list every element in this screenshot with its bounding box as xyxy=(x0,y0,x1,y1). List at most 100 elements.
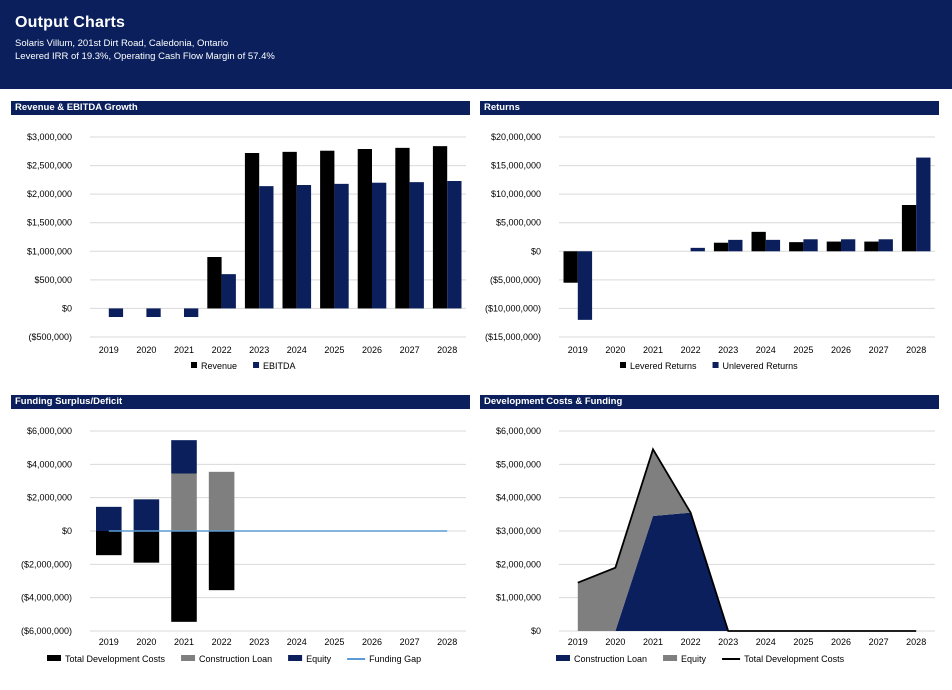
funding-bar-construction-loan xyxy=(171,473,197,531)
devcosts-xtick-label: 2024 xyxy=(756,637,776,647)
devcosts-ytick-label: $6,000,000 xyxy=(496,426,541,436)
revenue-ytick-label: $500,000 xyxy=(34,275,72,285)
returns-xtick-label: 2027 xyxy=(869,345,889,355)
funding-legend-label: Equity xyxy=(306,654,332,664)
returns-bar-levered-returns xyxy=(751,231,766,252)
funding-panel: Funding Surplus/Deficit ($6,000,000) ($4,… xyxy=(11,395,470,677)
revenue-ytick-label: $1,000,000 xyxy=(27,246,72,256)
returns-xtick-label: 2025 xyxy=(793,345,813,355)
revenue-legend-label: EBITDA xyxy=(263,361,296,371)
revenue-bar-revenue xyxy=(207,257,222,309)
devcosts-line-total-development-costs xyxy=(577,447,917,632)
revenue-bar-revenue xyxy=(244,153,260,309)
revenue-bar-revenue xyxy=(432,146,448,309)
devcosts-area-construction-loan xyxy=(577,512,917,631)
revenue-xtick-label: 2025 xyxy=(324,345,344,355)
revenue-bar-ebitda xyxy=(447,181,462,309)
returns-bar-levered-returns xyxy=(713,242,729,252)
revenue-ytick-label: $2,500,000 xyxy=(27,161,72,171)
funding-bar-total-development-costs xyxy=(208,531,235,591)
returns-bar-unlevered-returns xyxy=(803,239,818,252)
panel-title-devcosts: Development Costs & Funding xyxy=(480,395,939,409)
revenue-xtick-label: 2020 xyxy=(136,345,156,355)
funding-xtick-label: 2023 xyxy=(249,637,269,647)
funding-legend-label: Total Development Costs xyxy=(65,654,166,664)
returns-bar-unlevered-returns xyxy=(765,239,781,252)
revenue-ytick-label: ($500,000) xyxy=(28,332,72,342)
funding-bar-total-development-costs xyxy=(171,531,197,622)
funding-legend-swatch xyxy=(288,655,303,661)
funding-xtick-label: 2025 xyxy=(324,637,344,647)
returns-ytick-label: $0 xyxy=(531,246,541,256)
devcosts-panel: Development Costs & Funding $0 $1,000,000… xyxy=(480,395,939,677)
returns-bar-levered-returns xyxy=(789,242,804,252)
devcosts-xtick-label: 2026 xyxy=(831,637,851,647)
devcosts-chart: $0 $1,000,000 $2,000,000 $3,000,000 $4,000,0… xyxy=(496,426,935,664)
revenue-bar-revenue xyxy=(282,151,297,309)
returns-bar-levered-returns xyxy=(826,241,841,252)
funding-chart: ($6,000,000) ($4,000,000) ($2,000,000) $0 $2… xyxy=(21,426,466,664)
returns-ytick-label: $20,000,000 xyxy=(491,132,541,142)
devcosts-legend-label: Equity xyxy=(681,654,707,664)
funding-ytick-label: $2,000,000 xyxy=(27,493,72,503)
funding-ytick-label: ($2,000,000) xyxy=(21,559,72,569)
devcosts-legend-swatch xyxy=(556,655,570,661)
devcosts-legend-label: Total Development Costs xyxy=(744,654,845,664)
funding-legend-label: Funding Gap xyxy=(369,654,421,664)
returns-chart: ($15,000,000) ($10,000,000) ($5,000,000) $0… xyxy=(485,132,935,371)
funding-xtick-label: 2026 xyxy=(362,637,382,647)
devcosts-legend-swatch xyxy=(663,655,678,661)
revenue-xtick-label: 2023 xyxy=(249,345,269,355)
returns-ytick-label: ($10,000,000) xyxy=(485,303,541,313)
devcosts-ytick-label: $0 xyxy=(531,626,541,636)
returns-xtick-label: 2028 xyxy=(906,345,926,355)
revenue-bar-ebitda xyxy=(184,308,199,317)
revenue-xtick-label: 2026 xyxy=(362,345,382,355)
devcosts-xtick-label: 2027 xyxy=(869,637,889,647)
funding-ytick-label: $4,000,000 xyxy=(27,459,72,469)
devcosts-xtick-label: 2020 xyxy=(605,637,625,647)
revenue-bar-ebitda xyxy=(296,185,312,309)
panel-title-revenue: Revenue & EBITDA Growth xyxy=(11,101,470,115)
revenue-bar-ebitda xyxy=(372,182,387,309)
returns-xtick-label: 2026 xyxy=(831,345,851,355)
revenue-xtick-label: 2019 xyxy=(99,345,119,355)
funding-xtick-label: 2020 xyxy=(136,637,156,647)
funding-xtick-label: 2022 xyxy=(212,637,232,647)
revenue-ytick-label: $3,000,000 xyxy=(27,132,72,142)
returns-ytick-label: $15,000,000 xyxy=(491,161,541,171)
funding-bar-equity xyxy=(171,440,197,474)
revenue-ytick-label: $0 xyxy=(62,303,72,313)
devcosts-xtick-label: 2019 xyxy=(568,637,588,647)
devcosts-ytick-label: $4,000,000 xyxy=(496,493,541,503)
revenue-bar-revenue xyxy=(320,150,335,309)
returns-legend-swatch xyxy=(620,362,626,368)
funding-bar-construction-loan xyxy=(208,471,235,531)
revenue-bar-revenue xyxy=(357,149,372,309)
revenue-legend-swatch xyxy=(253,362,260,368)
devcosts-xtick-label: 2025 xyxy=(793,637,813,647)
returns-bar-unlevered-returns xyxy=(841,239,856,252)
revenue-bar-ebitda xyxy=(259,186,274,309)
returns-xtick-label: 2023 xyxy=(718,345,738,355)
revenue-legend-label: Revenue xyxy=(201,361,237,371)
funding-xtick-label: 2019 xyxy=(99,637,119,647)
returns-xtick-label: 2020 xyxy=(605,345,625,355)
returns-bar-unlevered-returns xyxy=(878,239,893,252)
panel-title-funding: Funding Surplus/Deficit xyxy=(11,395,470,409)
revenue-ytick-label: $2,000,000 xyxy=(27,189,72,199)
returns-bar-unlevered-returns xyxy=(690,247,705,252)
property-address: Solaris Villum, 201st Dirt Road, Caledon… xyxy=(15,38,229,49)
returns-ytick-label: $5,000,000 xyxy=(496,218,541,228)
devcosts-ytick-label: $1,000,000 xyxy=(496,593,541,603)
summary-metrics: Levered IRR of 19.3%, Operating Cash Flo… xyxy=(15,51,275,62)
revenue-bar-ebitda xyxy=(221,274,236,309)
revenue-ebitda-panel: Revenue & EBITDA Growth ($500,000) $0 $500… xyxy=(11,101,470,379)
funding-ytick-label: $6,000,000 xyxy=(27,426,72,436)
revenue-bar-revenue xyxy=(395,147,410,309)
revenue-xtick-label: 2024 xyxy=(287,345,307,355)
revenue-xtick-label: 2022 xyxy=(212,345,232,355)
funding-xtick-label: 2024 xyxy=(287,637,307,647)
devcosts-xtick-label: 2028 xyxy=(906,637,926,647)
revenue-bar-ebitda xyxy=(409,182,424,309)
